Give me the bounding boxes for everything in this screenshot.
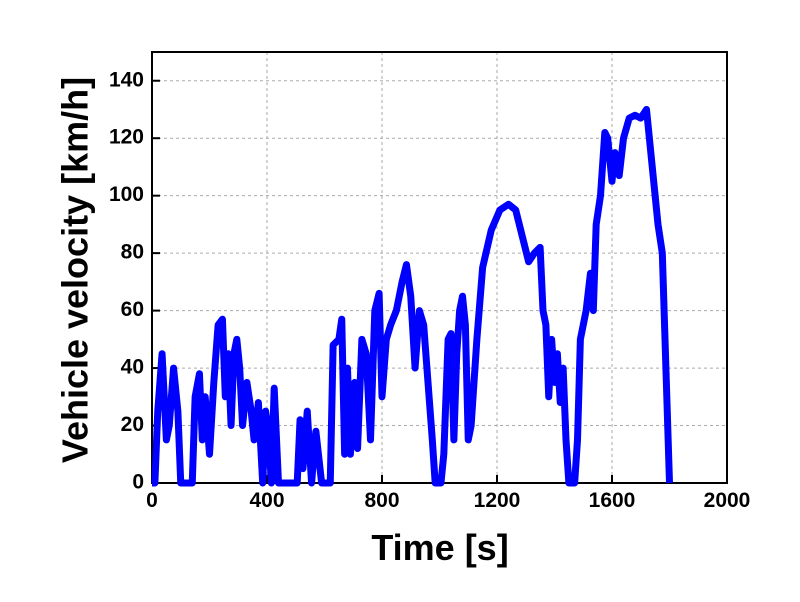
x-tick-label: 1600	[589, 489, 636, 512]
y-tick-label: 80	[121, 241, 144, 264]
line	[151, 105, 673, 487]
y-tick-label: 120	[109, 126, 144, 149]
y-tick-label: 60	[121, 298, 144, 321]
y-tick-label: 40	[121, 356, 144, 379]
y-tick-label: 140	[109, 68, 144, 91]
y-tick-label: 20	[121, 413, 144, 436]
y-axis-label: Vehicle velocity [km/h]	[55, 77, 96, 463]
x-axis-label: Time [s]	[371, 527, 508, 568]
y-tick-label: 0	[132, 471, 144, 494]
x-tick-label: 2000	[704, 489, 751, 512]
y-tick-label: 100	[109, 183, 144, 206]
x-tick-label: 800	[364, 489, 399, 512]
x-tick-label: 1200	[474, 489, 521, 512]
x-tick-label: 0	[146, 489, 158, 512]
x-tick-label: 400	[249, 489, 284, 512]
